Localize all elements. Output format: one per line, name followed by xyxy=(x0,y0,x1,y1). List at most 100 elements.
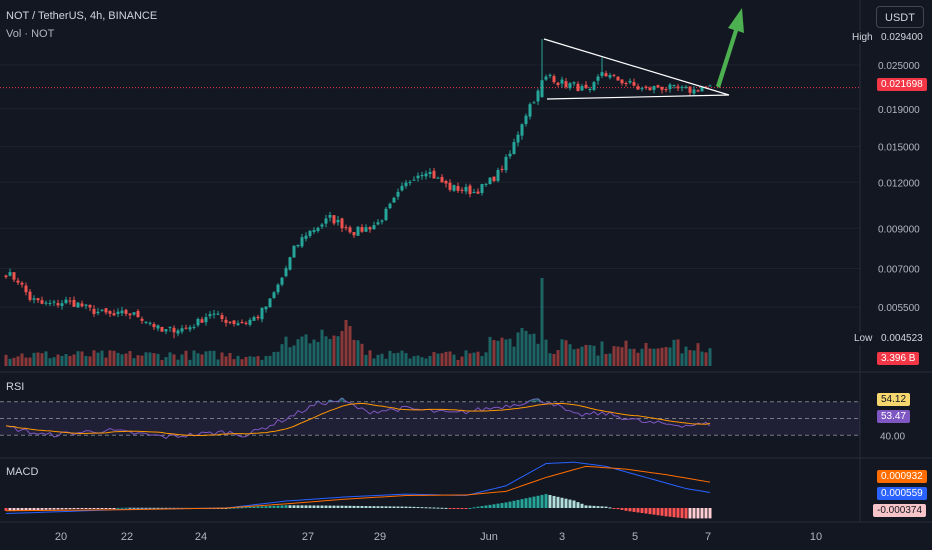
candle-body xyxy=(496,170,500,181)
volume-bar xyxy=(20,353,24,366)
macd-histogram-bar xyxy=(624,508,628,511)
macd-histogram-bar xyxy=(560,497,564,508)
macd-histogram-bar xyxy=(4,508,8,511)
candle-body xyxy=(220,315,224,319)
macd-histogram-bar xyxy=(148,507,152,509)
macd-histogram-bar xyxy=(684,508,688,519)
time-axis-label: 27 xyxy=(302,531,314,543)
price-tick-label: 0.025000 xyxy=(878,61,920,72)
candle-body xyxy=(244,322,248,324)
candle-body xyxy=(208,314,212,317)
volume-bar xyxy=(8,358,12,366)
price-tick-label: 0.012000 xyxy=(878,178,920,189)
volume-bar xyxy=(524,330,528,366)
macd-histogram-bar xyxy=(664,508,668,517)
macd-histogram-bar xyxy=(264,506,268,508)
macd-histogram-bar xyxy=(708,508,712,519)
macd-histogram-bar xyxy=(676,508,680,518)
macd-histogram-bar xyxy=(692,508,696,519)
candle-body xyxy=(436,177,440,179)
currency-button[interactable]: USDT xyxy=(876,6,924,28)
volume-bar xyxy=(588,345,592,366)
macd-histogram-bar xyxy=(404,506,408,508)
candle-body xyxy=(368,227,372,230)
macd-histogram-bar xyxy=(340,505,344,508)
macd-histogram-bar xyxy=(332,505,336,508)
candle-body xyxy=(484,183,488,185)
candle-body xyxy=(688,86,692,93)
volume-bar xyxy=(384,358,388,366)
rsi-ma-badge: 54.12 xyxy=(877,393,911,406)
price-candles xyxy=(4,39,712,339)
volume-bar xyxy=(480,355,484,366)
volume-bar xyxy=(516,332,520,366)
volume-bar xyxy=(208,350,212,366)
candle-body xyxy=(652,86,656,90)
volume-bar xyxy=(276,351,280,366)
volume-bar xyxy=(356,340,360,366)
candle-body xyxy=(352,232,356,236)
volume-bar xyxy=(224,356,228,366)
volume-bar xyxy=(328,339,332,366)
macd-histogram-bar xyxy=(236,507,240,509)
candle-body xyxy=(164,329,168,332)
candle-body xyxy=(488,177,492,185)
macd-histogram-bar xyxy=(660,508,664,516)
volume-bar xyxy=(424,358,428,366)
candle-body xyxy=(516,134,520,143)
volume-bar xyxy=(564,340,568,366)
candle-body xyxy=(108,311,112,314)
time-axis-label: 5 xyxy=(632,531,638,543)
candle-body xyxy=(536,90,540,102)
volume-bar xyxy=(240,359,244,366)
candle-body xyxy=(184,327,188,329)
candle-body xyxy=(80,303,84,307)
macd-histogram-bar xyxy=(548,495,552,508)
volume-bar xyxy=(64,354,68,366)
candle-body xyxy=(176,330,180,334)
volume-bar xyxy=(136,355,140,366)
candle-body xyxy=(672,84,676,86)
macd-histogram-bar xyxy=(324,505,328,508)
macd-histogram-bar xyxy=(300,505,304,508)
volume-bar xyxy=(664,347,668,366)
volume-bar xyxy=(296,339,300,366)
volume-bar xyxy=(472,352,476,366)
volume-bar xyxy=(160,359,164,366)
macd-panel xyxy=(4,461,712,519)
volume-bar xyxy=(36,352,40,366)
volume-bar xyxy=(96,352,100,366)
candle-body xyxy=(356,226,360,236)
candle-body xyxy=(560,79,564,84)
volume-bar xyxy=(12,357,16,366)
macd-histogram-bar xyxy=(648,508,652,515)
candle-body xyxy=(504,156,508,171)
macd-histogram-bar xyxy=(344,505,348,508)
volume-bar xyxy=(616,346,620,366)
volume-bar xyxy=(360,343,364,366)
high-value: 0.029400 xyxy=(877,31,927,44)
macd-histogram-bar xyxy=(288,505,292,508)
macd-histogram-bar xyxy=(24,508,28,511)
volume-bar xyxy=(372,358,376,366)
candle-body xyxy=(16,280,20,283)
volume-bar xyxy=(704,352,708,366)
macd-histogram-bar xyxy=(652,508,656,515)
candle-body xyxy=(68,300,72,302)
candle-body xyxy=(512,142,516,154)
candle-body xyxy=(456,186,460,191)
volume-bar xyxy=(308,343,312,366)
breakout-arrow xyxy=(716,8,744,88)
candle-body xyxy=(412,179,416,181)
volume-bar xyxy=(460,356,464,366)
volume-bar xyxy=(444,351,448,366)
candle-body xyxy=(192,326,196,328)
candle-body xyxy=(216,313,220,315)
candle-body xyxy=(700,86,704,92)
volume-bar xyxy=(284,336,288,366)
candle-body xyxy=(612,74,616,76)
candle-body xyxy=(20,282,24,285)
volume-bar xyxy=(56,354,60,366)
volume-bar xyxy=(236,355,240,366)
